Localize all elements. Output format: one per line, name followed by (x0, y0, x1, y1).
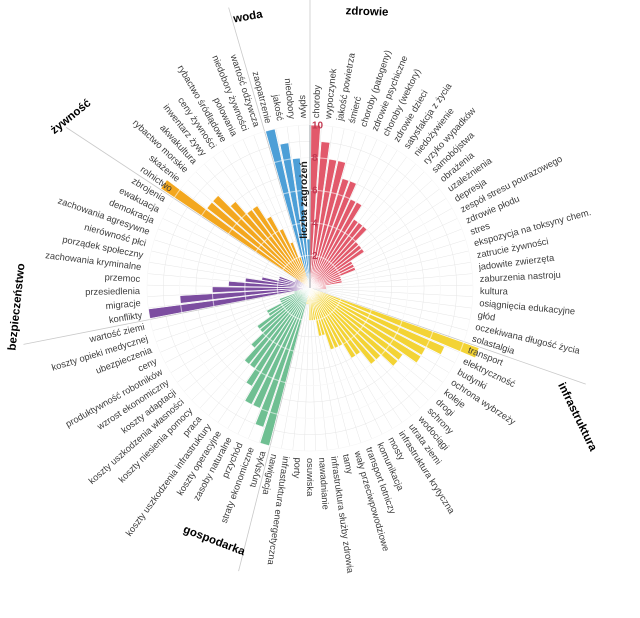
group-separator-line (228, 7, 311, 289)
bar-wzrost-ekonomiczny (268, 287, 311, 317)
slice-label: zaburzenia nastroju (479, 270, 561, 284)
slice-label: osuwiska (305, 458, 315, 497)
group-header-0: zdrowie (345, 5, 388, 18)
bar-satysfakcja-z-życia (309, 219, 359, 289)
axis-tick-label: 8 (312, 153, 318, 164)
group-separator-line (238, 287, 311, 572)
group-header-3: bezpieczeństwo (6, 263, 27, 351)
bar-infrastruktura-krytyczna (309, 287, 356, 359)
bar-koleje (309, 287, 403, 361)
axis-tick-label: 2 (312, 251, 318, 262)
group-separator-line (23, 287, 311, 345)
bar-zespół-stresu-pourazowego (309, 263, 355, 289)
slice-label: porty (292, 457, 303, 479)
slice-label: spływ (298, 95, 309, 119)
bar-ryzyko-wypadków (309, 225, 368, 289)
bar-zdrowie-płodu (309, 267, 356, 289)
bar-kultura (309, 287, 327, 290)
bar-koszty-niesienia-pomocy (250, 287, 311, 349)
group-header-2: gospodarka (181, 524, 247, 559)
bar-straty-ekonomiczne (254, 287, 311, 428)
group-header-5: woda (232, 8, 265, 25)
slice-label: przemoc (104, 272, 140, 284)
bar-tamy (309, 287, 322, 337)
group-header-1: infrastruktura (555, 381, 599, 454)
axis-tick-label: 4 (312, 218, 318, 229)
slice-label: jakość (270, 93, 285, 122)
bar-niedożywienie (309, 222, 363, 289)
axis-tick-label: 6 (312, 186, 318, 197)
bar-produktywność-robotników (266, 287, 311, 314)
bar-drogi (309, 287, 399, 367)
bar-elektryczność (309, 287, 445, 355)
slice-label: nawadnianie (317, 457, 331, 510)
bar-utrata-ziemi (309, 287, 361, 356)
bar-transport (309, 287, 480, 359)
bar-niedobory-żywności (289, 241, 311, 289)
bar-zdrowie-psychiczne (309, 180, 357, 289)
slice-label: kultura (480, 286, 509, 297)
slice-label: głód (477, 310, 496, 323)
bar-depresja (309, 261, 353, 289)
group-separator-line (309, 287, 586, 385)
slice-label: przesiedlenia (85, 286, 141, 297)
bar-wypoczynek (309, 141, 331, 289)
slice-label: tamy (341, 453, 355, 475)
radial-axis-title: liczba zagrożeń (298, 161, 310, 239)
group-separator-line (65, 127, 311, 289)
bar-akwakultura (230, 201, 311, 289)
bar-rolnictwo (160, 179, 311, 289)
bar-przemoc (228, 281, 311, 289)
bar-jakość (279, 142, 311, 289)
slice-label: migracje (105, 298, 141, 311)
bar-koszty-operacyjne (245, 287, 311, 387)
slice-label: niedobory (283, 78, 297, 120)
bar-rybactwo-śródlądowe (266, 216, 311, 289)
bar-wały-przeciwpowodziowe (309, 287, 326, 336)
slice-label: choroby (311, 85, 322, 119)
bar-choroby-patogeny- (309, 178, 350, 289)
axis-tick-label: 10 (312, 121, 324, 132)
